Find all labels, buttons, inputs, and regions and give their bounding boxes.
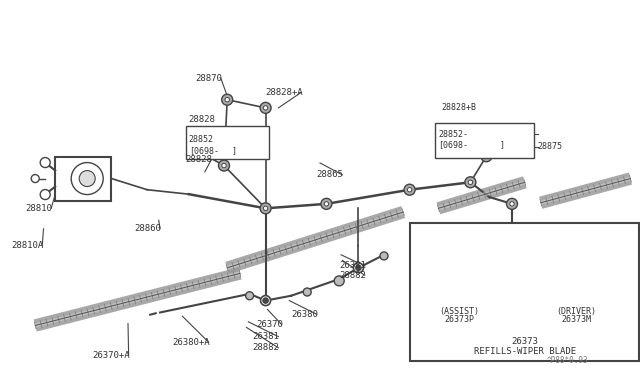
Circle shape <box>246 292 253 300</box>
Text: 28810A: 28810A <box>12 241 44 250</box>
Text: 26373P: 26373P <box>445 315 474 324</box>
Text: 28852: 28852 <box>189 135 214 144</box>
Circle shape <box>324 202 328 206</box>
Circle shape <box>481 238 492 249</box>
Text: 26370: 26370 <box>256 320 283 329</box>
Text: REFILLS-WIPER BLADE: REFILLS-WIPER BLADE <box>474 347 576 356</box>
Circle shape <box>506 198 518 209</box>
Circle shape <box>264 206 268 211</box>
Circle shape <box>31 174 39 183</box>
Bar <box>435 123 534 158</box>
Bar <box>55 157 111 201</box>
Circle shape <box>225 97 229 102</box>
Circle shape <box>408 187 412 192</box>
Circle shape <box>40 158 50 167</box>
Circle shape <box>484 154 488 158</box>
Text: 26373M: 26373M <box>561 315 591 324</box>
Circle shape <box>353 263 364 273</box>
Text: ]: ] <box>500 141 505 150</box>
Circle shape <box>380 252 388 260</box>
Circle shape <box>303 288 311 296</box>
Text: 28828: 28828 <box>186 155 212 164</box>
Text: 26381: 26381 <box>339 262 366 270</box>
Text: 28852-: 28852- <box>438 130 468 139</box>
Circle shape <box>263 298 268 303</box>
Circle shape <box>222 163 226 168</box>
Text: 26380+A: 26380+A <box>173 338 211 347</box>
Text: (ASSIST): (ASSIST) <box>440 307 479 316</box>
Bar <box>186 126 269 159</box>
Text: 28865: 28865 <box>317 170 344 179</box>
Text: ^P88*0.93: ^P88*0.93 <box>547 356 589 365</box>
Circle shape <box>260 296 271 305</box>
Text: (DRIVER): (DRIVER) <box>556 307 596 316</box>
Circle shape <box>356 265 361 270</box>
Text: 28810: 28810 <box>26 204 52 213</box>
Circle shape <box>404 184 415 195</box>
Text: 28828+B: 28828+B <box>442 103 477 112</box>
Text: ]: ] <box>232 146 236 155</box>
Circle shape <box>40 190 50 199</box>
Text: [0698-: [0698- <box>189 146 219 155</box>
Text: 28860: 28860 <box>134 224 161 233</box>
Text: 28828+A: 28828+A <box>266 88 303 97</box>
Text: 28882: 28882 <box>253 343 280 352</box>
Circle shape <box>484 241 488 246</box>
Text: 28828: 28828 <box>189 115 216 124</box>
Circle shape <box>264 106 268 110</box>
Circle shape <box>334 276 344 286</box>
Text: 28875: 28875 <box>538 142 563 151</box>
Circle shape <box>71 163 103 195</box>
Text: 28870: 28870 <box>195 74 222 83</box>
Bar <box>410 223 639 361</box>
Text: [0698-: [0698- <box>438 141 468 150</box>
Circle shape <box>218 160 230 171</box>
Circle shape <box>260 203 271 214</box>
Circle shape <box>79 170 95 187</box>
Circle shape <box>468 180 472 185</box>
Circle shape <box>465 177 476 188</box>
Text: 26373: 26373 <box>511 337 538 346</box>
Circle shape <box>221 94 233 105</box>
Text: 26370+A: 26370+A <box>93 351 131 360</box>
Circle shape <box>510 202 514 206</box>
Circle shape <box>321 198 332 209</box>
Circle shape <box>481 151 492 162</box>
Text: 28882: 28882 <box>339 271 366 280</box>
Text: 26380: 26380 <box>291 310 318 319</box>
Text: 26381: 26381 <box>253 332 280 341</box>
Circle shape <box>260 102 271 113</box>
